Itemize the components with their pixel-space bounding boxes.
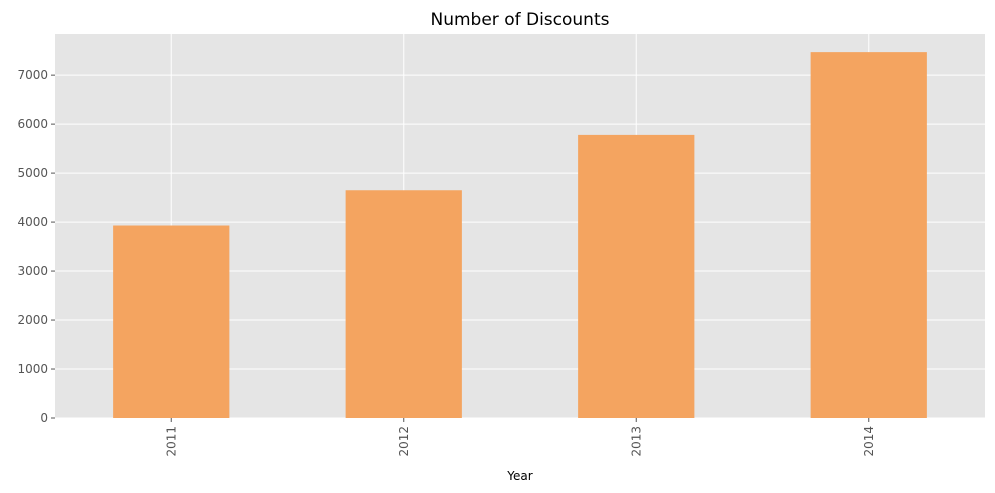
bars: [113, 52, 927, 419]
y-tick-label: 0: [40, 411, 48, 425]
bar-2013: [578, 134, 695, 419]
x-tick-label: 2011: [164, 426, 178, 457]
y-tick-label: 7000: [17, 68, 48, 82]
y-tick-label: 6000: [17, 117, 48, 131]
x-axis-ticks: 2011 2012 2013 2014: [164, 418, 876, 457]
x-tick-label: 2013: [629, 426, 643, 457]
y-tick-label: 4000: [17, 215, 48, 229]
y-tick-label: 2000: [17, 313, 48, 327]
x-tick-label: 2014: [862, 426, 876, 457]
y-axis-ticks: 0 1000 2000 3000 4000 5000 6000 7000: [17, 68, 55, 425]
y-tick-label: 5000: [17, 166, 48, 180]
y-tick-label: 1000: [17, 362, 48, 376]
bar-2014: [810, 52, 927, 419]
bar-2012: [345, 190, 462, 418]
bar-2011: [113, 225, 230, 418]
y-tick-label: 3000: [17, 264, 48, 278]
chart-title: Number of Discounts: [431, 10, 610, 30]
x-axis-label: Year: [506, 469, 532, 483]
x-tick-label: 2012: [397, 426, 411, 457]
